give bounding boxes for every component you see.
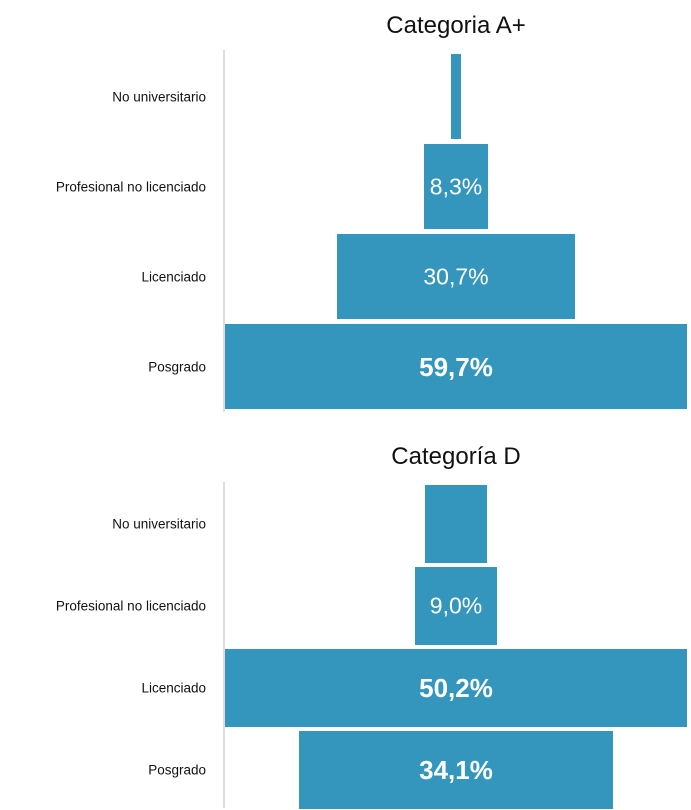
- category-label: Licenciado: [141, 269, 206, 284]
- value-label: 8,3%: [429, 173, 483, 199]
- value-label: 59,7%: [419, 351, 493, 382]
- category-label: Posgrado: [148, 359, 206, 374]
- axis-line: [223, 482, 225, 808]
- chart-title: Categoria A+: [386, 12, 526, 39]
- value-label: 34,1%: [419, 755, 493, 785]
- bar: [337, 234, 575, 319]
- chart-title: Categoría D: [391, 443, 521, 470]
- bar: [450, 54, 462, 139]
- category-label: Posgrado: [148, 762, 206, 778]
- category-label: No universitario: [112, 89, 206, 104]
- bar: [225, 649, 687, 727]
- axis-line: [223, 50, 225, 412]
- category-label: Profesional no licenciado: [55, 598, 206, 614]
- category-label: Profesional no licenciado: [55, 179, 206, 194]
- value-label: 9,0%: [429, 592, 483, 619]
- category-label: No universitario: [112, 516, 206, 532]
- category-label: Licenciado: [141, 680, 206, 696]
- value-label: 50,2%: [419, 673, 493, 703]
- bar: [299, 731, 613, 809]
- value-label: 30,7%: [423, 263, 489, 289]
- bar: [423, 144, 489, 229]
- bar: [424, 485, 488, 563]
- bar: [225, 324, 687, 409]
- bar: [414, 567, 498, 645]
